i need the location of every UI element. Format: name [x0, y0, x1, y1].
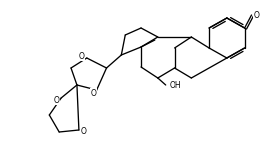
Text: O: O [91, 89, 97, 98]
Text: O: O [53, 95, 59, 104]
Text: O: O [81, 128, 87, 137]
Text: O: O [254, 10, 259, 19]
Text: O: O [79, 52, 85, 61]
Text: OH: OH [170, 80, 181, 90]
